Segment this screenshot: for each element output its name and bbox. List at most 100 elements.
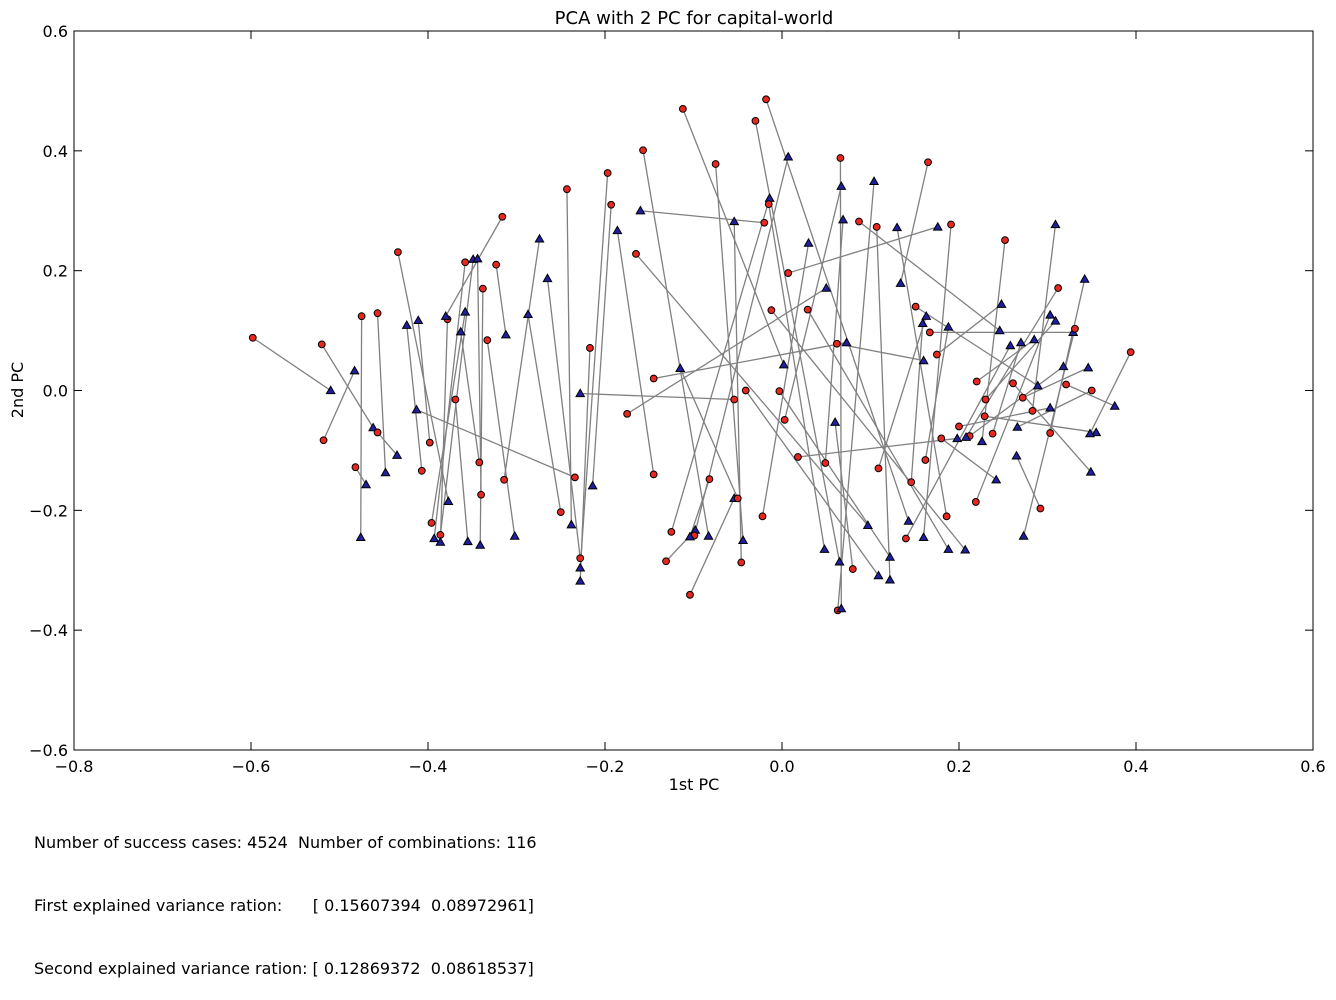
connector-line <box>770 309 966 551</box>
triangle-point <box>1015 337 1027 347</box>
triangle-point <box>1032 380 1043 390</box>
footer-line-second-variance: Second explained variance ration: [ 0.12… <box>34 959 534 978</box>
triangle-point <box>838 214 849 224</box>
connector-line <box>640 210 765 224</box>
connector-line <box>976 339 1035 383</box>
triangle-point <box>1079 273 1090 283</box>
circle-point <box>836 154 845 162</box>
triangle-point <box>522 309 534 319</box>
circle-point <box>758 512 767 521</box>
circle-point <box>1046 429 1055 437</box>
connector-line <box>858 221 1001 332</box>
connector-line <box>679 368 739 499</box>
x-tick-label: 0.6 <box>1300 757 1325 776</box>
triangle-point <box>976 436 988 446</box>
connector-line <box>626 287 827 415</box>
connector-line <box>896 227 948 517</box>
x-tick-label: −0.4 <box>409 757 448 776</box>
triangle-point <box>836 180 847 190</box>
triangle-point <box>635 205 646 215</box>
connector-line <box>836 343 924 362</box>
circle-point <box>373 309 382 318</box>
connector-line <box>837 181 875 611</box>
circle-point <box>586 344 594 352</box>
triangle-point <box>509 530 520 540</box>
connector-line <box>445 216 503 317</box>
circle-point <box>741 386 750 395</box>
triangle-point <box>821 282 832 292</box>
connector-line <box>566 189 573 525</box>
circle-point <box>821 459 830 467</box>
connector-line <box>797 437 958 458</box>
y-tick-label: −0.4 <box>29 621 68 640</box>
connector-line <box>527 314 562 513</box>
x-tick-label: 0.4 <box>1123 757 1148 776</box>
circle-point <box>925 328 934 337</box>
connector-line <box>788 226 938 274</box>
connector-line <box>682 108 785 365</box>
triangle-point <box>1029 334 1040 344</box>
connector-line <box>1022 367 1089 399</box>
connector-line <box>714 163 744 541</box>
connector-line <box>936 303 1002 356</box>
triangle-point <box>575 388 586 398</box>
circle-point <box>649 470 658 479</box>
circle-point <box>902 534 910 543</box>
circle-point <box>1087 386 1096 395</box>
connector-line <box>616 230 655 475</box>
connector-line <box>360 316 363 538</box>
x-axis-label: 1st PC <box>669 775 720 794</box>
x-axis-ticks: −0.8 −0.6 −0.4 −0.2 0.0 0.2 0.4 0.6 <box>55 31 1326 776</box>
triangle-point <box>996 299 1007 308</box>
circle-point <box>874 464 883 473</box>
circle-point <box>733 494 742 503</box>
triangle-point <box>783 151 794 161</box>
triangle-point <box>868 176 880 186</box>
triangle-point <box>575 562 586 572</box>
circle-point <box>477 490 486 499</box>
connector-line <box>975 314 1051 503</box>
triangle-point <box>500 329 511 339</box>
circle-point <box>1126 348 1135 357</box>
triangle-point <box>862 520 873 529</box>
triangle-point <box>737 535 749 544</box>
triangle-point <box>932 221 943 231</box>
connector-line <box>635 253 869 526</box>
circle-point <box>373 428 382 437</box>
connector-line <box>981 240 1006 442</box>
triangle-point <box>952 433 963 443</box>
connector-line <box>376 313 387 473</box>
triangle-point <box>1083 362 1094 372</box>
triangle-point <box>413 315 424 325</box>
circle-point <box>394 248 402 256</box>
connector-line <box>1017 389 1093 428</box>
connector-line <box>965 287 1059 438</box>
circle-point <box>571 473 579 482</box>
footer-stats: Number of success cases: 4524 Number of … <box>34 790 537 1000</box>
circle-point <box>972 377 981 386</box>
circle-point <box>576 554 585 563</box>
triangle-point <box>587 480 598 490</box>
triangle-point <box>1012 421 1023 431</box>
circle-point <box>780 415 789 424</box>
circle-point <box>767 306 776 315</box>
circle-point <box>461 258 470 267</box>
circle-point <box>737 558 746 567</box>
triangle-point <box>612 225 623 235</box>
circle-point <box>500 475 509 484</box>
circle-point <box>475 458 484 467</box>
circle-point <box>248 333 257 342</box>
triangle-point <box>429 533 440 543</box>
triangle-point <box>1045 402 1056 412</box>
connector-lines <box>252 99 1132 611</box>
y-tick-label: 0.2 <box>43 262 68 281</box>
triangle-point <box>675 363 686 372</box>
circle-point <box>751 116 760 125</box>
connector-line <box>839 158 842 609</box>
connector-line <box>377 432 398 456</box>
triangle-point <box>873 570 884 580</box>
circle-point <box>478 284 487 293</box>
connector-line <box>915 306 1039 387</box>
triangle-point <box>1011 450 1022 460</box>
triangle-point <box>411 404 422 414</box>
